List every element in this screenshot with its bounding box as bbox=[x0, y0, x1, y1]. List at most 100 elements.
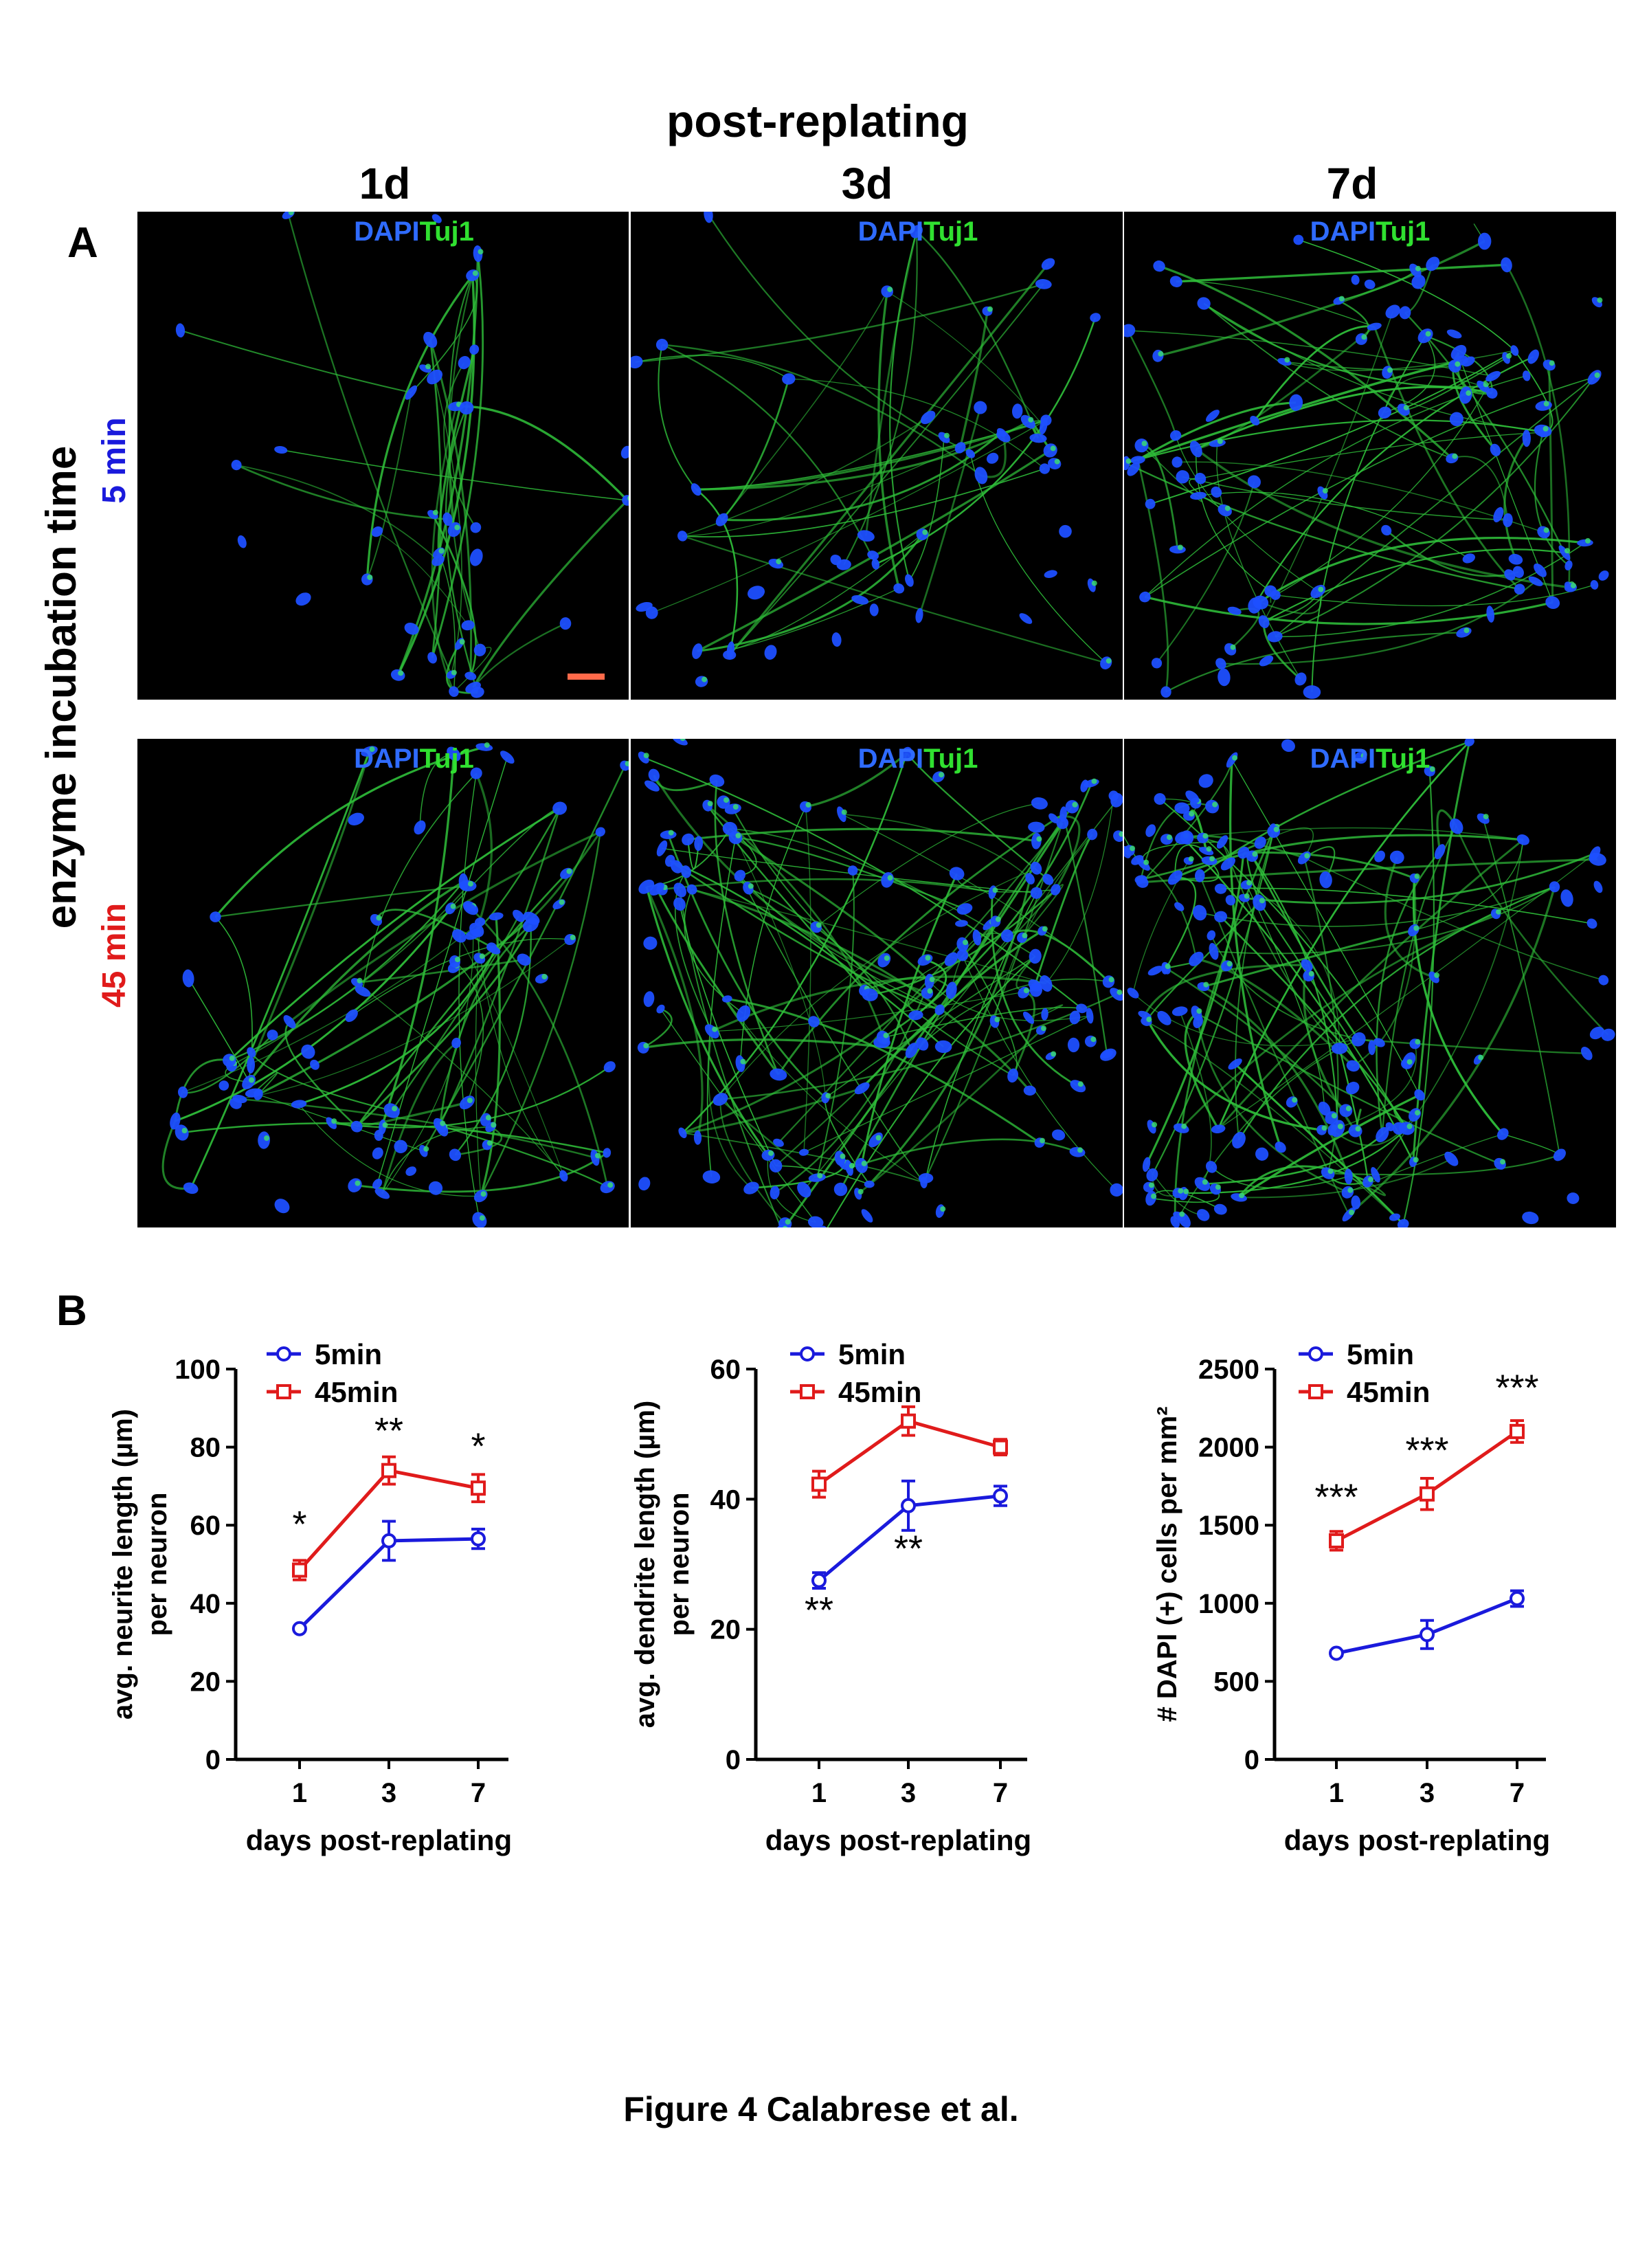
stain-label: DAPITuj1 bbox=[858, 216, 978, 247]
y-tick-label: 60 bbox=[710, 1355, 741, 1385]
row-label-5min: 5 min bbox=[96, 417, 133, 503]
stain-label: DAPITuj1 bbox=[354, 216, 474, 247]
series-45min bbox=[811, 1405, 1008, 1499]
legend-label: 45min bbox=[838, 1376, 921, 1408]
tuj1-label: Tuj1 bbox=[1376, 216, 1430, 247]
x-tick-label: 7 bbox=[1510, 1778, 1525, 1808]
y-axis-label: # DAPI (+) cells per mm² bbox=[1152, 1406, 1182, 1722]
y-axis-label: per neuron bbox=[142, 1493, 172, 1636]
x-tick-label: 3 bbox=[901, 1778, 916, 1808]
x-axis-label: days post-replating bbox=[246, 1824, 512, 1856]
panel-label-b: B bbox=[56, 1287, 87, 1335]
micrograph-panel-r0-c1: DAPITuj1 bbox=[631, 212, 1123, 700]
legend-marker bbox=[1308, 1384, 1323, 1399]
stain-label: DAPITuj1 bbox=[1310, 216, 1431, 247]
column-label-1d: 1d bbox=[359, 159, 411, 208]
x-tick-label: 7 bbox=[471, 1778, 486, 1808]
y-axis-label: avg. dendrite length (µm) bbox=[630, 1401, 660, 1728]
micrograph-panel-r1-c2: DAPITuj1 bbox=[1124, 739, 1616, 1227]
figure-header-title: post-replating bbox=[666, 96, 969, 146]
data-point bbox=[471, 1531, 486, 1547]
y-tick-label: 2500 bbox=[1198, 1355, 1259, 1385]
data-point bbox=[381, 1533, 396, 1548]
y-tick-label: 80 bbox=[190, 1433, 221, 1463]
series-45min bbox=[292, 1455, 486, 1581]
data-point bbox=[1420, 1486, 1435, 1502]
series-5min bbox=[811, 1479, 1008, 1590]
y-tick-label: 40 bbox=[190, 1589, 221, 1619]
legend-marker bbox=[800, 1384, 815, 1399]
x-tick-label: 1 bbox=[292, 1778, 307, 1808]
stain-label: DAPITuj1 bbox=[354, 744, 474, 774]
legend-marker bbox=[276, 1346, 291, 1361]
y-tick-label: 1500 bbox=[1198, 1511, 1259, 1541]
y-tick-label: 0 bbox=[205, 1745, 221, 1775]
legend-label: 5min bbox=[1347, 1338, 1414, 1370]
data-point bbox=[901, 1413, 916, 1429]
significance-marker: *** bbox=[1405, 1430, 1448, 1471]
dapi-label: DAPI bbox=[1310, 216, 1376, 247]
scale-bar bbox=[568, 674, 605, 680]
series-5min bbox=[292, 1520, 486, 1636]
data-point bbox=[993, 1488, 1008, 1504]
series-45min bbox=[1329, 1419, 1525, 1552]
data-point bbox=[292, 1562, 307, 1578]
legend-marker bbox=[1308, 1346, 1323, 1361]
data-point bbox=[811, 1572, 827, 1588]
tuj1-label: Tuj1 bbox=[923, 744, 978, 774]
data-point bbox=[1510, 1423, 1525, 1439]
data-point bbox=[1510, 1590, 1525, 1606]
chart-dapi-cells: 0 500 1000 1500 2000 2500 1 3 7 days post-replati… bbox=[1152, 1338, 1550, 1856]
micrograph-panel-r1-c0: DAPITuj1 bbox=[137, 739, 629, 1227]
y-tick-label: 1000 bbox=[1198, 1589, 1259, 1619]
significance-marker: *** bbox=[1314, 1476, 1358, 1517]
y-tick-label: 0 bbox=[1244, 1745, 1259, 1775]
significance-marker: *** bbox=[1495, 1367, 1538, 1408]
significance-marker: ** bbox=[894, 1528, 923, 1569]
legend-entry-5min: 5min bbox=[1299, 1338, 1414, 1370]
y-tick-label: 20 bbox=[190, 1667, 221, 1697]
dapi-label: DAPI bbox=[354, 216, 420, 247]
chart-dendrite-length: 0 20 40 60 1 3 7 days post-replating avg. dendri… bbox=[630, 1338, 1031, 1856]
data-point bbox=[1420, 1627, 1435, 1643]
dapi-label: DAPI bbox=[858, 744, 924, 774]
significance-marker: * bbox=[292, 1504, 306, 1545]
y-tick-label: 0 bbox=[726, 1745, 741, 1775]
x-axis-label: days post-replating bbox=[1284, 1824, 1550, 1856]
stain-label: DAPITuj1 bbox=[1310, 744, 1431, 774]
x-tick-label: 1 bbox=[1329, 1778, 1344, 1808]
series-5min bbox=[1329, 1589, 1525, 1661]
y-tick-label: 20 bbox=[710, 1615, 741, 1645]
legend-label: 5min bbox=[838, 1338, 906, 1370]
tuj1-label: Tuj1 bbox=[420, 744, 474, 774]
panel-label-a: A bbox=[67, 219, 98, 267]
row-axis-label: enzyme incubation time bbox=[38, 446, 85, 929]
legend-marker bbox=[800, 1346, 815, 1361]
legend-label: 45min bbox=[1347, 1376, 1430, 1408]
x-axis-label: days post-replating bbox=[765, 1824, 1031, 1856]
y-tick-label: 40 bbox=[710, 1485, 741, 1515]
legend-entry-45min: 45min bbox=[1299, 1376, 1430, 1408]
legend-entry-5min: 5min bbox=[790, 1338, 906, 1370]
tuj1-label: Tuj1 bbox=[923, 216, 978, 247]
micrograph-panel-r0-c2: DAPITuj1 bbox=[1124, 212, 1616, 700]
column-label-3d: 3d bbox=[841, 159, 893, 208]
y-tick-label: 100 bbox=[175, 1355, 221, 1385]
tuj1-label: Tuj1 bbox=[1376, 744, 1430, 774]
tuj1-label: Tuj1 bbox=[420, 216, 474, 247]
y-tick-label: 2000 bbox=[1198, 1433, 1259, 1463]
data-point bbox=[1329, 1533, 1344, 1548]
significance-marker: ** bbox=[805, 1590, 833, 1631]
micrograph-panel-r1-c1: DAPITuj1 bbox=[631, 739, 1123, 1227]
data-point bbox=[471, 1480, 486, 1496]
data-point bbox=[292, 1621, 307, 1636]
figure-caption: Figure 4 Calabrese et al. bbox=[623, 2090, 1019, 2128]
x-tick-label: 3 bbox=[381, 1778, 396, 1808]
data-point bbox=[901, 1498, 916, 1513]
chart-neurite-length: 0 20 40 60 80 100 1 3 7 days post-replating avg. n… bbox=[108, 1338, 512, 1856]
data-point bbox=[381, 1463, 396, 1478]
legend-marker bbox=[276, 1384, 291, 1399]
x-tick-label: 1 bbox=[811, 1778, 827, 1808]
